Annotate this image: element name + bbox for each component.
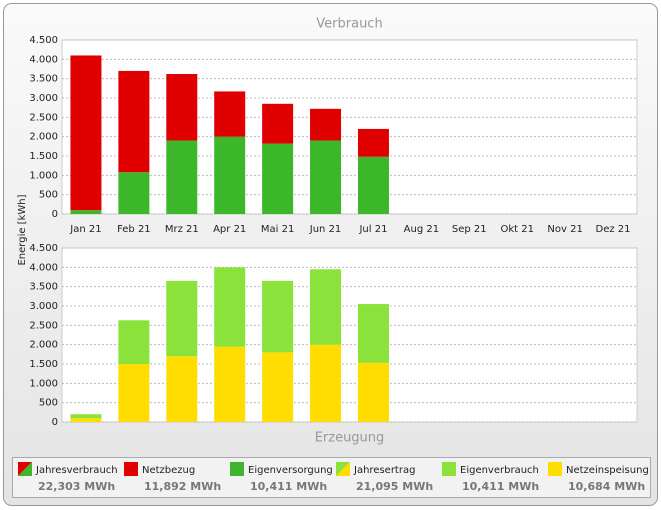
legend-icon [336, 462, 350, 476]
legend-label: Eigenverbrauch [460, 465, 539, 476]
y-tick-label: 1.500 [29, 151, 58, 162]
x-tick-label: Nov 21 [547, 224, 582, 235]
bar-segment [214, 91, 246, 137]
bar-segment [262, 143, 294, 214]
bar-segment [262, 352, 294, 422]
bar-segment [118, 172, 150, 214]
x-tick-label: Sep 21 [452, 224, 487, 235]
x-tick-label: Mai 21 [261, 224, 294, 235]
bar-segment [310, 108, 342, 141]
y-tick-label: 0 [52, 209, 58, 220]
bar-segment [262, 280, 294, 353]
bar-segment [357, 128, 389, 157]
y-tick-label: 2.000 [29, 132, 58, 143]
bar-segment [70, 55, 102, 211]
legend-value: 10,411 MWh [462, 480, 539, 493]
plot-area [61, 39, 638, 215]
y-tick-label: 4.000 [29, 54, 58, 65]
legend-label: Netzbezug [142, 465, 195, 476]
bar-segment [166, 74, 198, 141]
y-tick-label: 500 [39, 398, 58, 409]
legend-icon [548, 462, 562, 476]
bar-segment [310, 140, 342, 214]
bar-segment [70, 414, 102, 419]
x-tick-label: Mrz 21 [165, 224, 199, 235]
y-tick-label: 3.000 [29, 301, 58, 312]
bar-segment [357, 156, 389, 214]
y-tick-label: 0 [52, 417, 58, 428]
y-tick-label: 3.500 [29, 282, 58, 293]
x-tick-label: Jun 21 [309, 224, 342, 235]
legend-value: 22,303 MWh [38, 480, 115, 493]
plot-area [61, 247, 638, 423]
legend-icon [18, 462, 32, 476]
y-axis-label: Energie [kWh] [17, 194, 28, 265]
y-tick-label: 1.500 [29, 359, 58, 370]
legend-value: 11,892 MWh [144, 480, 221, 493]
x-tick-label: Jul 21 [358, 224, 387, 235]
legend-label: Eigenversorgung [248, 465, 333, 476]
y-tick-label: 2.000 [29, 340, 58, 351]
bar-segment [118, 70, 150, 173]
y-tick-label: 3.500 [29, 74, 58, 85]
y-tick-label: 4.500 [29, 35, 58, 46]
chart-title: Verbrauch [316, 17, 382, 32]
y-tick-label: 500 [39, 190, 58, 201]
x-tick-label: Aug 21 [404, 224, 439, 235]
y-tick-label: 4.000 [29, 262, 58, 273]
legend-icon [442, 462, 456, 476]
bar-segment [262, 103, 294, 144]
bar-segment [357, 362, 389, 422]
bar-segment [357, 304, 389, 363]
bar-segment [310, 269, 342, 345]
y-tick-label: 1.000 [29, 378, 58, 389]
bar-segment [166, 280, 198, 357]
legend-value: 10,411 MWh [250, 480, 327, 493]
bar-segment [214, 136, 246, 214]
legend-label: Netzeinspeisung [566, 465, 649, 476]
legend-label: Jahresverbrauch [35, 465, 118, 476]
legend-value: 21,095 MWh [356, 480, 433, 493]
legend-icon [230, 462, 244, 476]
legend-label: Jahresertrag [353, 465, 415, 476]
bar-segment [214, 267, 246, 347]
bar-segment [118, 320, 150, 364]
y-tick-label: 1.000 [29, 170, 58, 181]
y-tick-label: 3.000 [29, 93, 58, 104]
y-tick-label: 2.500 [29, 112, 58, 123]
bar-segment [118, 364, 150, 422]
x-tick-label: Okt 21 [500, 224, 534, 235]
bar-segment [166, 140, 198, 214]
bar-segment [70, 418, 102, 422]
x-tick-label: Dez 21 [596, 224, 631, 235]
y-tick-label: 4.500 [29, 243, 58, 254]
chart-title: Erzeugung [315, 431, 385, 446]
legend-box [12, 457, 651, 498]
legend-icon [124, 462, 138, 476]
bar-segment [70, 210, 102, 214]
x-tick-label: Jan 21 [69, 224, 101, 235]
y-tick-label: 2.500 [29, 320, 58, 331]
bar-segment [310, 344, 342, 422]
x-tick-label: Feb 21 [117, 224, 151, 235]
bar-segment [214, 346, 246, 422]
legend-value: 10,684 MWh [568, 480, 645, 493]
bar-segment [166, 356, 198, 422]
x-tick-label: Apr 21 [213, 224, 246, 235]
